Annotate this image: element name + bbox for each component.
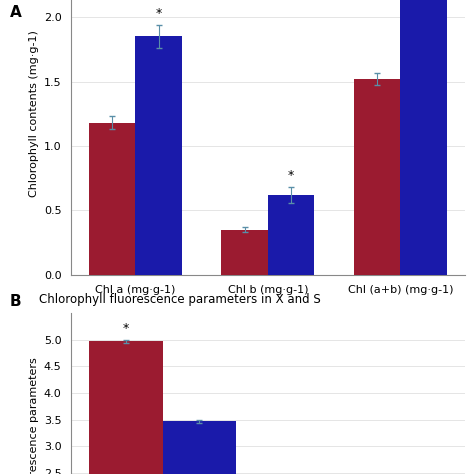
Legend: S(Diploid), X(Tetraploid): S(Diploid), X(Tetraploid) bbox=[182, 321, 354, 340]
Text: *: * bbox=[155, 7, 162, 19]
Bar bbox=[89, 341, 163, 474]
Text: *: * bbox=[123, 322, 129, 335]
Bar bbox=[163, 421, 236, 474]
Bar bbox=[400, 0, 447, 275]
Bar bbox=[136, 36, 182, 275]
Text: Chlorophyll fluorescence parameters in X and S: Chlorophyll fluorescence parameters in X… bbox=[39, 293, 321, 306]
Bar bbox=[268, 195, 314, 275]
Bar bbox=[221, 230, 268, 275]
Bar bbox=[89, 123, 136, 275]
Text: A: A bbox=[9, 5, 21, 20]
Bar bbox=[354, 79, 400, 275]
Text: B: B bbox=[9, 294, 21, 309]
Y-axis label: Chlorophyll contents (mg·g-1): Chlorophyll contents (mg·g-1) bbox=[29, 30, 39, 197]
Text: *: * bbox=[288, 169, 294, 182]
Y-axis label: Chlorophyll fluorescence parameters: Chlorophyll fluorescence parameters bbox=[29, 357, 39, 474]
